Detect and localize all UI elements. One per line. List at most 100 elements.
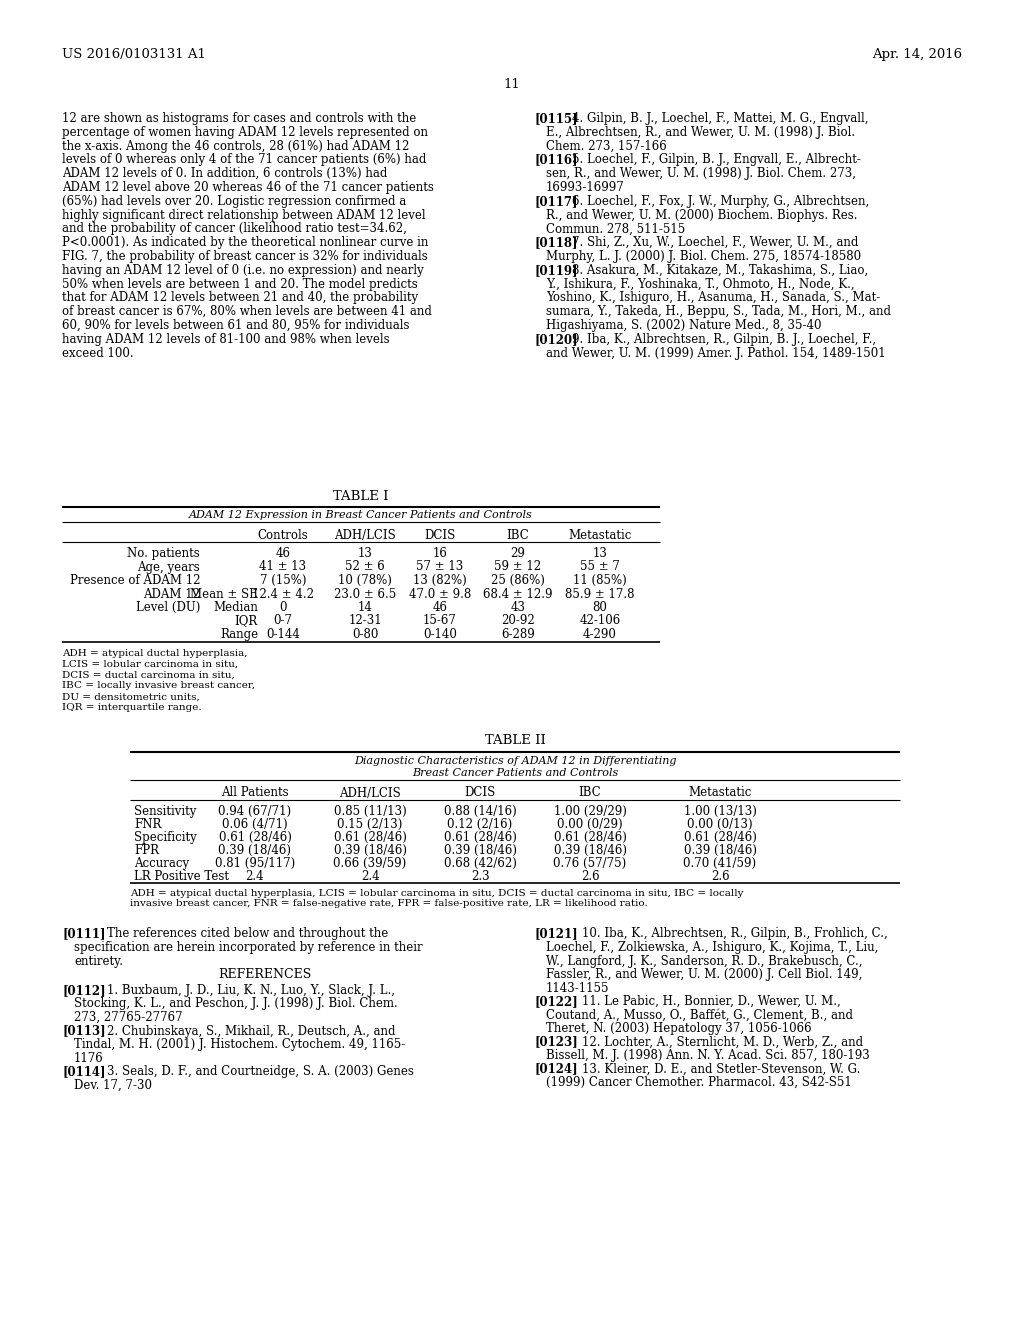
Text: ADAM 12 levels of 0. In addition, 6 controls (13%) had: ADAM 12 levels of 0. In addition, 6 cont… (62, 168, 387, 181)
Text: 0.61 (28/46): 0.61 (28/46) (218, 830, 292, 843)
Text: Y., Ishikura, F., Yoshinaka, T., Ohmoto, H., Node, K.,: Y., Ishikura, F., Yoshinaka, T., Ohmoto,… (546, 277, 855, 290)
Text: ADH/LCIS: ADH/LCIS (334, 529, 396, 543)
Text: [0124]: [0124] (534, 1063, 578, 1076)
Text: 11 (85%): 11 (85%) (573, 574, 627, 587)
Text: 11: 11 (504, 78, 520, 91)
Text: 16993-16997: 16993-16997 (546, 181, 625, 194)
Text: Specificity: Specificity (134, 830, 197, 843)
Text: 0.94 (67/71): 0.94 (67/71) (218, 804, 292, 817)
Text: 55 ± 7: 55 ± 7 (580, 561, 620, 573)
Text: 2. Chubinskaya, S., Mikhail, R., Deutsch, A., and: 2. Chubinskaya, S., Mikhail, R., Deutsch… (106, 1024, 395, 1038)
Text: of breast cancer is 67%, 80% when levels are between 41 and: of breast cancer is 67%, 80% when levels… (62, 305, 432, 318)
Text: IBC = locally invasive breast cancer,: IBC = locally invasive breast cancer, (62, 681, 255, 690)
Text: Breast Cancer Patients and Controls: Breast Cancer Patients and Controls (412, 768, 618, 779)
Text: 12 are shown as histograms for cases and controls with the: 12 are shown as histograms for cases and… (62, 112, 416, 125)
Text: Metastatic: Metastatic (568, 529, 632, 543)
Text: 4-290: 4-290 (583, 628, 616, 642)
Text: 12.4 ± 4.2: 12.4 ± 4.2 (252, 587, 314, 601)
Text: 0.61 (28/46): 0.61 (28/46) (684, 830, 757, 843)
Text: IQR = interquartile range.: IQR = interquartile range. (62, 704, 202, 713)
Text: 0-7: 0-7 (273, 615, 293, 627)
Text: having ADAM 12 levels of 81-100 and 98% when levels: having ADAM 12 levels of 81-100 and 98% … (62, 333, 389, 346)
Text: 0.88 (14/16): 0.88 (14/16) (443, 804, 516, 817)
Text: ADH = atypical ductal hyperplasia,: ADH = atypical ductal hyperplasia, (62, 648, 248, 657)
Text: Commun. 278, 511-515: Commun. 278, 511-515 (546, 222, 685, 235)
Text: Controls: Controls (258, 529, 308, 543)
Text: and the probability of cancer (likelihood ratio test=34.62,: and the probability of cancer (likelihoo… (62, 222, 407, 235)
Text: Bissell, M. J. (1998) Ann. N. Y. Acad. Sci. 857, 180-193: Bissell, M. J. (1998) Ann. N. Y. Acad. S… (546, 1049, 869, 1063)
Text: Apr. 14, 2016: Apr. 14, 2016 (871, 48, 962, 61)
Text: IBC: IBC (507, 529, 529, 543)
Text: 52 ± 6: 52 ± 6 (345, 561, 385, 573)
Text: [0116]: [0116] (534, 153, 578, 166)
Text: levels of 0 whereas only 4 of the 71 cancer patients (6%) had: levels of 0 whereas only 4 of the 71 can… (62, 153, 426, 166)
Text: 0.61 (28/46): 0.61 (28/46) (334, 830, 407, 843)
Text: ADAM 12 Expression in Breast Cancer Patients and Controls: ADAM 12 Expression in Breast Cancer Pati… (189, 510, 532, 520)
Text: P<0.0001). As indicated by the theoretical nonlinear curve in: P<0.0001). As indicated by the theoretic… (62, 236, 428, 249)
Text: FNR: FNR (134, 817, 162, 830)
Text: W., Langford, J. K., Sanderson, R. D., Brakebusch, C.,: W., Langford, J. K., Sanderson, R. D., B… (546, 954, 862, 968)
Text: sumara, Y., Takeda, H., Beppu, S., Tada, M., Hori, M., and: sumara, Y., Takeda, H., Beppu, S., Tada,… (546, 305, 891, 318)
Text: 42-106: 42-106 (580, 615, 621, 627)
Text: 4. Gilpin, B. J., Loechel, F., Mattei, M. G., Engvall,: 4. Gilpin, B. J., Loechel, F., Mattei, M… (572, 112, 868, 125)
Text: Theret, N. (2003) Hepatology 37, 1056-1066: Theret, N. (2003) Hepatology 37, 1056-10… (546, 1022, 812, 1035)
Text: 0.66 (39/59): 0.66 (39/59) (334, 857, 407, 870)
Text: invasive breast cancer, FNR = false-negative rate, FPR = false-positive rate, LR: invasive breast cancer, FNR = false-nega… (130, 899, 648, 908)
Text: 1.00 (13/13): 1.00 (13/13) (684, 804, 757, 817)
Text: 0.15 (2/13): 0.15 (2/13) (337, 817, 402, 830)
Text: DCIS: DCIS (424, 529, 456, 543)
Text: 12-31: 12-31 (348, 615, 382, 627)
Text: FIG. 7, the probability of breast cancer is 32% for individuals: FIG. 7, the probability of breast cancer… (62, 249, 428, 263)
Text: sen, R., and Wewer, U. M. (1998) J. Biol. Chem. 273,: sen, R., and Wewer, U. M. (1998) J. Biol… (546, 168, 856, 181)
Text: 12. Lochter, A., Sternlicht, M. D., Werb, Z., and: 12. Lochter, A., Sternlicht, M. D., Werb… (582, 1035, 863, 1048)
Text: that for ADAM 12 levels between 21 and 40, the probability: that for ADAM 12 levels between 21 and 4… (62, 292, 418, 305)
Text: 10. Iba, K., Albrechtsen, R., Gilpin, B., Frohlich, C.,: 10. Iba, K., Albrechtsen, R., Gilpin, B.… (582, 928, 888, 940)
Text: 0.39 (18/46): 0.39 (18/46) (554, 843, 627, 857)
Text: [0120]: [0120] (534, 333, 578, 346)
Text: 13: 13 (593, 546, 607, 560)
Text: highly significant direct relationship between ADAM 12 level: highly significant direct relationship b… (62, 209, 426, 222)
Text: Age, years: Age, years (137, 561, 200, 573)
Text: Yoshino, K., Ishiguro, H., Asanuma, H., Sanada, S., Mat-: Yoshino, K., Ishiguro, H., Asanuma, H., … (546, 292, 881, 305)
Text: 0.81 (95/117): 0.81 (95/117) (215, 857, 295, 870)
Text: 0.00 (0/29): 0.00 (0/29) (557, 817, 623, 830)
Text: entirety.: entirety. (74, 954, 123, 968)
Text: 1143-1155: 1143-1155 (546, 982, 609, 994)
Text: 41 ± 13: 41 ± 13 (259, 561, 306, 573)
Text: 16: 16 (432, 546, 447, 560)
Text: R., and Wewer, U. M. (2000) Biochem. Biophys. Res.: R., and Wewer, U. M. (2000) Biochem. Bio… (546, 209, 857, 222)
Text: 14: 14 (357, 601, 373, 614)
Text: LCIS = lobular carcinoma in situ,: LCIS = lobular carcinoma in situ, (62, 660, 239, 668)
Text: Coutand, A., Musso, O., Baffét, G., Clement, B., and: Coutand, A., Musso, O., Baffét, G., Clem… (546, 1008, 853, 1022)
Text: 0.68 (42/62): 0.68 (42/62) (443, 857, 516, 870)
Text: Dev. 17, 7-30: Dev. 17, 7-30 (74, 1078, 152, 1092)
Text: [0115]: [0115] (534, 112, 578, 125)
Text: 15-67: 15-67 (423, 615, 457, 627)
Text: 7. Shi, Z., Xu, W., Loechel, F., Wewer, U. M., and: 7. Shi, Z., Xu, W., Loechel, F., Wewer, … (572, 236, 858, 249)
Text: 5. Loechel, F., Gilpin, B. J., Engvall, E., Albrecht-: 5. Loechel, F., Gilpin, B. J., Engvall, … (572, 153, 861, 166)
Text: 8. Asakura, M., Kitakaze, M., Takashima, S., Liao,: 8. Asakura, M., Kitakaze, M., Takashima,… (572, 264, 868, 277)
Text: having an ADAM 12 level of 0 (i.e. no expression) and nearly: having an ADAM 12 level of 0 (i.e. no ex… (62, 264, 424, 277)
Text: LR Positive Test: LR Positive Test (134, 870, 229, 883)
Text: ADH/LCIS: ADH/LCIS (339, 787, 400, 800)
Text: specification are herein incorporated by reference in their: specification are herein incorporated by… (74, 941, 423, 954)
Text: 0.39 (18/46): 0.39 (18/46) (683, 843, 757, 857)
Text: IQR: IQR (234, 615, 258, 627)
Text: 1. Buxbaum, J. D., Liu, K. N., Luo, Y., Slack, J. L.,: 1. Buxbaum, J. D., Liu, K. N., Luo, Y., … (106, 983, 395, 997)
Text: 47.0 ± 9.8: 47.0 ± 9.8 (409, 587, 471, 601)
Text: DCIS: DCIS (464, 787, 496, 800)
Text: 60, 90% for levels between 61 and 80, 95% for individuals: 60, 90% for levels between 61 and 80, 95… (62, 319, 410, 333)
Text: [0113]: [0113] (62, 1024, 105, 1038)
Text: 10 (78%): 10 (78%) (338, 574, 392, 587)
Text: ADH = atypical ductal hyperplasia, LCIS = lobular carcinoma in situ, DCIS = duct: ADH = atypical ductal hyperplasia, LCIS … (130, 890, 743, 899)
Text: [0112]: [0112] (62, 983, 105, 997)
Text: Accuracy: Accuracy (134, 857, 189, 870)
Text: 29: 29 (511, 546, 525, 560)
Text: 6. Loechel, F., Fox, J. W., Murphy, G., Albrechtsen,: 6. Loechel, F., Fox, J. W., Murphy, G., … (572, 195, 869, 207)
Text: 0: 0 (280, 601, 287, 614)
Text: 43: 43 (511, 601, 525, 614)
Text: [0111]: [0111] (62, 928, 105, 940)
Text: 0.61 (28/46): 0.61 (28/46) (443, 830, 516, 843)
Text: Fassler, R., and Wewer, U. M. (2000) J. Cell Biol. 149,: Fassler, R., and Wewer, U. M. (2000) J. … (546, 968, 862, 981)
Text: 2.3: 2.3 (471, 870, 489, 883)
